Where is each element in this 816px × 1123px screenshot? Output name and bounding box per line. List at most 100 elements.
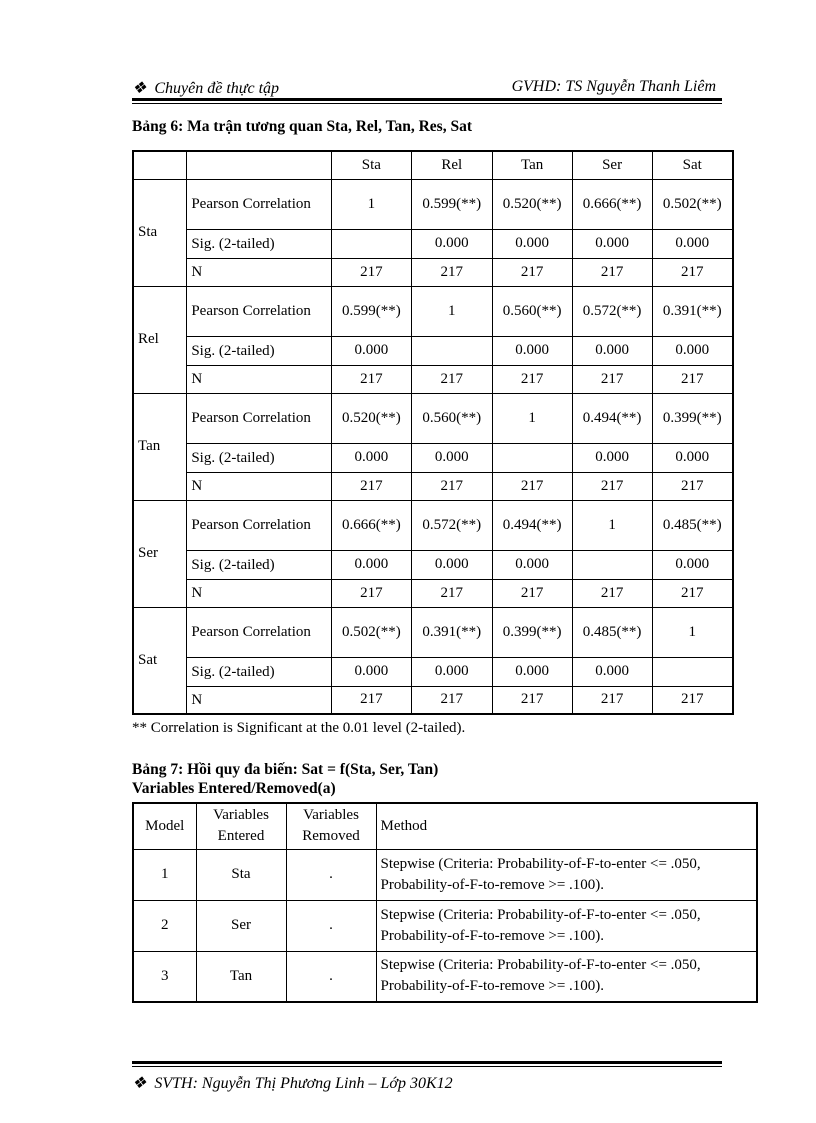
value-cell: 0.000 xyxy=(571,656,653,687)
table-row: Ser Pearson Correlation 0.666(**) 0.572(**)… xyxy=(132,499,734,608)
value-cell xyxy=(571,549,653,580)
value-cell: 1 xyxy=(571,499,653,551)
value-cell: 0.399(**) xyxy=(651,392,734,444)
value-cell: 217 xyxy=(571,578,653,608)
value-cell: 217 xyxy=(491,685,573,715)
value-cell: 0.000 xyxy=(651,228,734,259)
table-row: Sig. (2-tailed) 0.000 0.000 0.000 0.000 xyxy=(133,549,734,580)
method-cell: Stepwise (Criteria: Probability-of-F-to-… xyxy=(375,899,758,952)
value-cell: 0.000 xyxy=(330,335,412,366)
model-cell: 1 xyxy=(132,848,197,901)
value-cell: 0.560(**) xyxy=(491,285,573,337)
column-header: Ser xyxy=(571,150,653,180)
table7-subcaption: Variables Entered/Removed(a) xyxy=(132,780,336,797)
value-cell: 0.391(**) xyxy=(651,285,734,337)
row-label: Pearson Correlation xyxy=(186,392,332,444)
value-cell: 217 xyxy=(330,364,412,394)
column-header: Model xyxy=(132,802,197,850)
value-cell: 0.502(**) xyxy=(330,606,412,658)
value-cell: 0.000 xyxy=(491,549,573,580)
value-cell: 0.399(**) xyxy=(491,606,573,658)
row-label: Sig. (2-tailed) xyxy=(186,549,332,580)
column-header: Variables Removed xyxy=(285,802,377,850)
removed-cell: . xyxy=(285,950,377,1003)
table-row: Sta Pearson Correlation 1 0.599(**) 0.520(**… xyxy=(132,178,734,287)
table-row: 2 Ser. Stepwise (Criteria: Probability-of-… xyxy=(132,899,758,952)
value-cell xyxy=(491,442,573,473)
diamond-bullet-icon: ❖ xyxy=(132,80,147,97)
value-cell: 0.000 xyxy=(330,549,412,580)
value-cell: 0.502(**) xyxy=(651,178,734,230)
row-label: Pearson Correlation xyxy=(186,499,332,551)
value-cell: 217 xyxy=(410,257,493,287)
value-cell: 0.666(**) xyxy=(571,178,653,230)
table6-caption: Bảng 6: Ma trận tương quan Sta, Rel, Tan… xyxy=(132,118,472,135)
entered-cell: Tan xyxy=(195,950,287,1003)
row-label: Pearson Correlation xyxy=(186,178,332,230)
footer: ❖ SVTH: Nguyễn Thị Phương Linh – Lớp 30K… xyxy=(132,1073,453,1093)
value-cell: 0.000 xyxy=(330,656,412,687)
value-cell: 0.485(**) xyxy=(651,499,734,551)
table-row: N 217 217 217 217 217 xyxy=(133,578,734,608)
value-cell: 0.666(**) xyxy=(330,499,412,551)
variable-label: Rel xyxy=(132,285,188,394)
table-row: Sig. (2-tailed) 0.000 0.000 0.000 0.000 xyxy=(133,442,734,473)
value-cell: 217 xyxy=(410,471,493,501)
value-cell: 0.572(**) xyxy=(410,499,493,551)
value-cell: 0.000 xyxy=(651,335,734,366)
value-cell: 0.000 xyxy=(410,442,493,473)
value-cell: 0.520(**) xyxy=(330,392,412,444)
value-cell: 217 xyxy=(571,364,653,394)
row-label: Sig. (2-tailed) xyxy=(186,656,332,687)
header-left: ❖ Chuyên đề thực tập xyxy=(132,78,279,98)
row-label: Pearson Correlation xyxy=(186,606,332,658)
correlation-table: Sta Rel Tan Ser Sat Sta Pearson Correlation 1 0.… xyxy=(132,150,734,715)
variable-label: Tan xyxy=(132,392,188,501)
diamond-bullet-icon: ❖ xyxy=(132,1075,147,1092)
value-cell: 217 xyxy=(410,685,493,715)
value-cell: 217 xyxy=(651,685,734,715)
table-row: N 217 217 217 217 217 xyxy=(133,685,734,715)
model-cell: 3 xyxy=(132,950,197,1003)
value-cell: 0.391(**) xyxy=(410,606,493,658)
value-cell: 0.000 xyxy=(410,228,493,259)
removed-cell: . xyxy=(285,899,377,952)
value-cell: 1 xyxy=(491,392,573,444)
value-cell: 217 xyxy=(330,685,412,715)
corner-cell xyxy=(132,150,188,180)
value-cell xyxy=(651,656,734,687)
value-cell: 1 xyxy=(651,606,734,658)
value-cell: 217 xyxy=(410,578,493,608)
value-cell: 0.494(**) xyxy=(571,392,653,444)
table-row: Rel Pearson Correlation 0.599(**) 1 0.560(**… xyxy=(132,285,734,394)
regression-table: Model Variables Entered Variables Removed M… xyxy=(132,802,758,1003)
value-cell: 0.000 xyxy=(410,656,493,687)
corner-cell xyxy=(186,150,332,180)
value-cell: 0.520(**) xyxy=(491,178,573,230)
value-cell: 217 xyxy=(571,471,653,501)
header-row: Model Variables Entered Variables Removed M… xyxy=(132,802,758,850)
table-row: Sig. (2-tailed) 0.000 0.000 0.000 0.000 xyxy=(133,228,734,259)
model-cell: 2 xyxy=(132,899,197,952)
value-cell: 217 xyxy=(571,685,653,715)
row-label: Sig. (2-tailed) xyxy=(186,442,332,473)
table-row: Sig. (2-tailed) 0.000 0.000 0.000 0.000 xyxy=(133,656,734,687)
column-header: Rel xyxy=(410,150,493,180)
value-cell: 0.599(**) xyxy=(330,285,412,337)
value-cell: 217 xyxy=(491,364,573,394)
column-header: Method xyxy=(375,802,758,850)
row-label: Sig. (2-tailed) xyxy=(186,228,332,259)
value-cell xyxy=(410,335,493,366)
column-header: Sta xyxy=(330,150,412,180)
column-header: Tan xyxy=(491,150,573,180)
row-label: N xyxy=(186,364,332,394)
value-cell: 217 xyxy=(651,471,734,501)
value-cell xyxy=(330,228,412,259)
value-cell: 0.599(**) xyxy=(410,178,493,230)
value-cell: 217 xyxy=(330,578,412,608)
value-cell: 0.000 xyxy=(491,228,573,259)
value-cell: 0.485(**) xyxy=(571,606,653,658)
table-row: N 217 217 217 217 217 xyxy=(133,471,734,501)
method-cell: Stepwise (Criteria: Probability-of-F-to-… xyxy=(375,848,758,901)
header-row: Sta Rel Tan Ser Sat xyxy=(132,150,734,180)
